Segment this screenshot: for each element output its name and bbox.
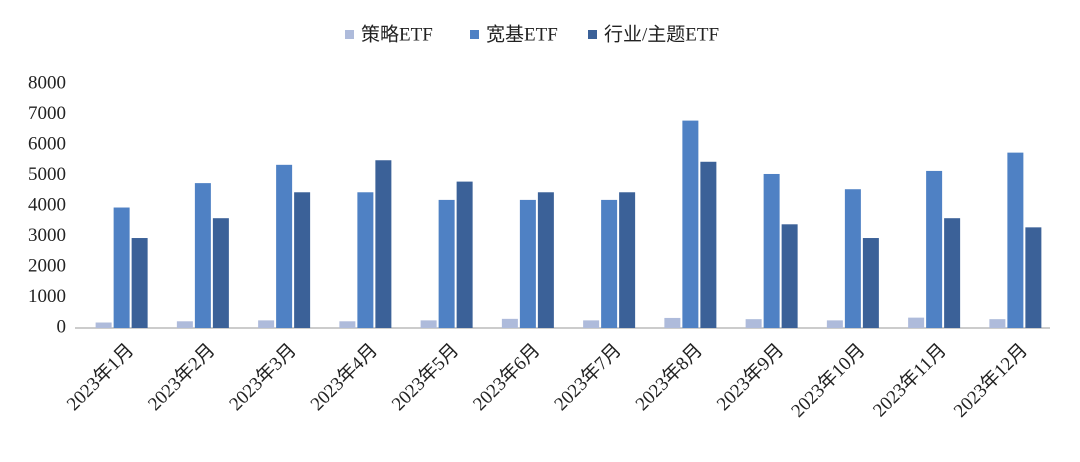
bar (113, 207, 130, 328)
bar (537, 192, 554, 328)
x-tick-label: 2023年11月 (869, 339, 951, 421)
bar (862, 238, 879, 328)
legend-swatch (345, 30, 354, 39)
x-tick-label: 2023年3月 (225, 339, 301, 415)
bar (95, 322, 112, 328)
x-tick-label: 2023年10月 (787, 339, 870, 422)
x-tick-label: 2023年9月 (712, 339, 788, 415)
bar (258, 320, 275, 328)
bar (456, 181, 473, 328)
bar (519, 199, 536, 328)
y-tick-label: 8000 (28, 72, 66, 93)
x-tick-label: 2023年12月 (949, 339, 1032, 422)
bar (339, 321, 356, 328)
bar (619, 192, 636, 328)
bar (926, 170, 943, 328)
x-tick-label: 2023年1月 (62, 339, 138, 415)
x-tick-label: 2023年6月 (468, 339, 544, 415)
y-tick-label: 4000 (28, 194, 66, 215)
bar (664, 317, 681, 328)
bar (989, 319, 1006, 328)
y-tick-label: 1000 (28, 286, 66, 307)
y-tick-label: 7000 (28, 103, 66, 124)
bar (1025, 227, 1042, 328)
y-tick-label: 6000 (28, 133, 66, 154)
bar (294, 192, 311, 328)
bar (763, 173, 780, 328)
x-tick-label: 2023年4月 (306, 339, 382, 415)
y-tick-label: 3000 (28, 225, 66, 246)
y-tick-label: 0 (57, 316, 67, 337)
x-tick-label: 2023年2月 (143, 339, 219, 415)
x-tick-label: 2023年7月 (550, 339, 626, 415)
bar (501, 318, 518, 328)
legend-label: 行业/主题ETF (604, 23, 719, 45)
bar (583, 320, 600, 328)
bar (212, 218, 229, 328)
bar (276, 164, 293, 328)
legend-swatch (470, 30, 479, 39)
y-tick-label: 5000 (28, 164, 66, 185)
x-tick-label: 2023年8月 (631, 339, 707, 415)
bar (357, 192, 374, 328)
bar (601, 199, 618, 328)
bar (745, 319, 762, 328)
bar (908, 317, 925, 328)
bar (176, 321, 193, 328)
bar (826, 320, 843, 328)
bar (844, 189, 861, 328)
bar (438, 199, 455, 328)
bar (700, 161, 717, 328)
bar (131, 238, 148, 328)
bar (682, 120, 699, 328)
bar (420, 320, 437, 328)
bar (194, 183, 211, 328)
x-tick-label: 2023年5月 (387, 339, 463, 415)
bar (781, 224, 798, 328)
bar (375, 160, 392, 328)
legend-label: 宽基ETF (486, 23, 558, 45)
y-tick-label: 2000 (28, 255, 66, 276)
bar (944, 218, 961, 328)
legend-label: 策略ETF (361, 23, 433, 45)
legend-swatch (588, 30, 597, 39)
bar (1007, 152, 1024, 328)
